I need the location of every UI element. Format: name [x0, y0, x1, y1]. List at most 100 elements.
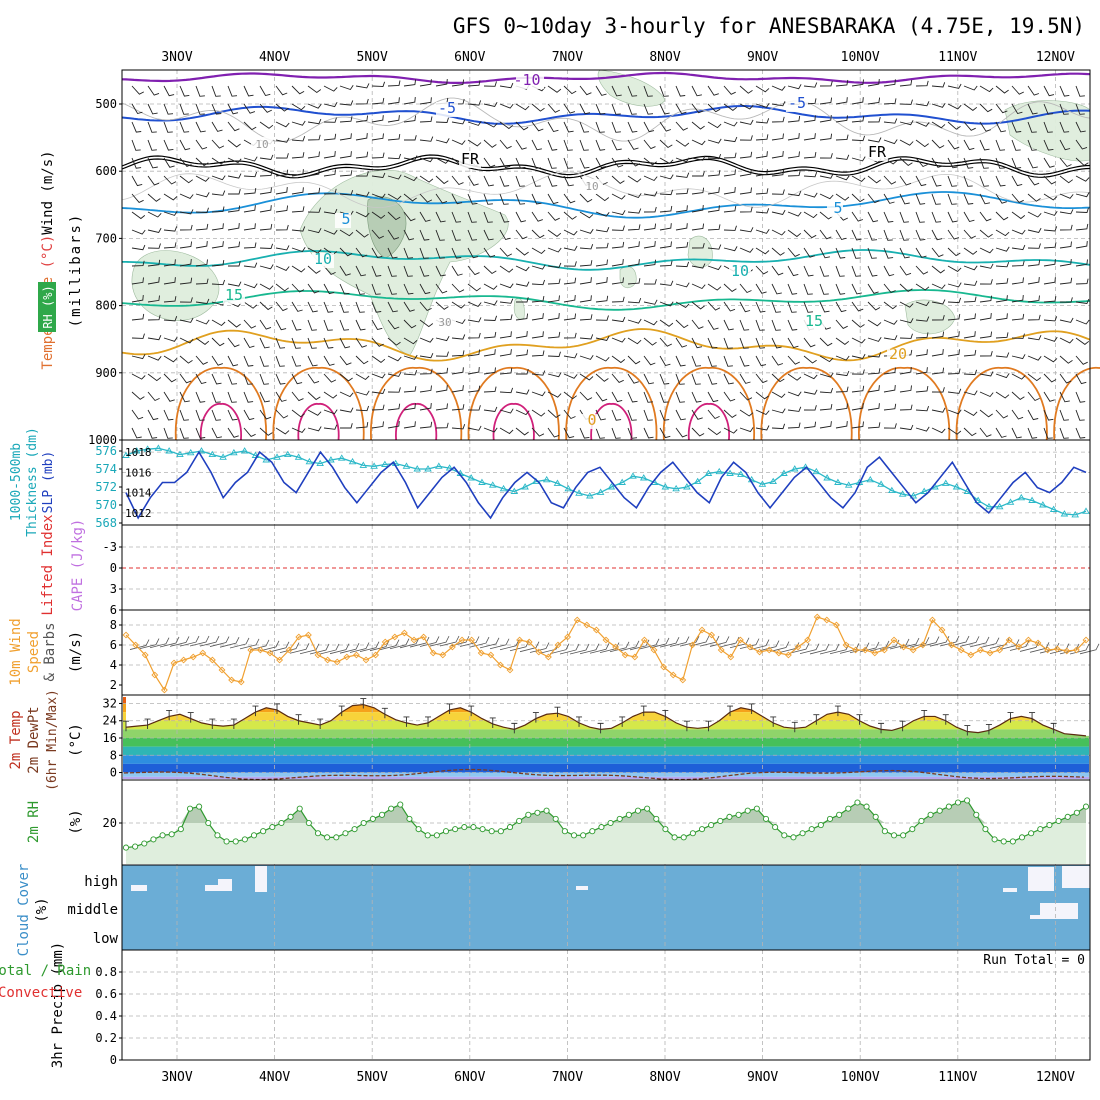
- wind-barb: [963, 280, 978, 286]
- wind-barb: [643, 241, 656, 249]
- wind-barb: [979, 193, 990, 205]
- wind-barb: [771, 373, 785, 383]
- wind-barb: [1059, 224, 1073, 231]
- wind-barb: [995, 85, 1009, 94]
- min-max-bar: [576, 716, 583, 727]
- wind-speed-marker: [477, 649, 485, 657]
- wind-barb: [883, 229, 893, 241]
- cloud-level-label: low: [93, 931, 119, 947]
- wind-barb: [851, 229, 862, 241]
- wind-barb: [803, 115, 816, 123]
- wind-barb: [931, 407, 946, 413]
- rh-marker: [671, 834, 678, 841]
- wind-barb: [547, 331, 561, 339]
- wind-barb: [979, 409, 993, 418]
- thickness-marker: [769, 477, 777, 485]
- wind-barb: [579, 391, 593, 401]
- wind-barb: [787, 337, 799, 349]
- wind-barb: [355, 319, 366, 331]
- wind-barb: [579, 277, 592, 285]
- wind-barb: [195, 157, 209, 167]
- wind-barb: [963, 85, 978, 91]
- wind-speed-marker: [765, 646, 773, 654]
- wind-barb: [163, 355, 178, 363]
- wind-barb: [739, 135, 753, 141]
- wind-barb: [787, 373, 802, 381]
- wind-barb: [371, 301, 382, 313]
- wind-barb: [1011, 244, 1026, 251]
- contour-label: 20: [889, 345, 907, 363]
- rh-marker: [177, 826, 184, 833]
- wind-barb: [467, 265, 480, 276]
- wind-barb: [147, 139, 157, 151]
- surface-wind-barb: [149, 637, 170, 649]
- wind-barb: [1059, 427, 1069, 439]
- wind-barb: [643, 206, 657, 213]
- wind-barb: [147, 373, 162, 382]
- wind-barb: [995, 229, 1010, 237]
- wind-barb: [947, 282, 962, 288]
- wind-barb: [147, 211, 162, 218]
- rh-marker: [196, 803, 203, 810]
- wind-barb: [563, 139, 573, 151]
- wind-barb: [707, 187, 720, 195]
- wind-barb: [707, 85, 719, 96]
- wind-barb: [275, 103, 289, 112]
- wind-barb: [643, 191, 658, 197]
- wind-speed-marker: [141, 651, 149, 659]
- wind-barb: [979, 103, 993, 113]
- wind-barb: [995, 391, 1010, 399]
- thickness-marker: [866, 475, 875, 483]
- min-max-bar: [446, 703, 453, 714]
- wind-barb: [867, 422, 881, 429]
- wind-barb: [179, 85, 190, 97]
- surface-wind-barb: [939, 635, 960, 647]
- wind-barb: [131, 391, 145, 400]
- wind-barb: [931, 314, 945, 321]
- wind-barb: [499, 157, 511, 169]
- wind-barb: [323, 283, 335, 295]
- wind-barb: [499, 331, 512, 339]
- wind-barb: [627, 241, 640, 249]
- surface-wind-barb: [369, 640, 390, 652]
- wind-speed-marker: [295, 633, 303, 641]
- wind-barb: [403, 211, 416, 222]
- rh-marker: [644, 805, 651, 812]
- wind-barb: [979, 139, 990, 151]
- axis-tick-label: 0.6: [95, 987, 117, 1001]
- wind-barb: [563, 332, 577, 339]
- cloud-gap: [1062, 866, 1090, 888]
- wind-barb: [179, 427, 189, 439]
- wind-barb: [131, 353, 146, 360]
- wind-barb: [643, 427, 654, 439]
- wind-barb: [1011, 333, 1025, 339]
- wind-barb: [947, 83, 962, 89]
- thickness-marker: [898, 490, 907, 497]
- wind-barb: [851, 79, 864, 87]
- wind-barb: [515, 247, 529, 256]
- contour-label: -10: [513, 71, 540, 89]
- wind-barb: [259, 355, 269, 367]
- wind-barb: [803, 405, 817, 411]
- thickness-marker: [521, 483, 529, 490]
- wind-barb: [483, 406, 498, 412]
- wind-barb: [291, 85, 305, 95]
- wind-speed-marker: [410, 636, 418, 644]
- wind-barb: [867, 193, 880, 204]
- wind-barb: [163, 175, 177, 185]
- precip-run-total: Run Total = 0: [983, 953, 1085, 968]
- top-day-label: 4NOV: [259, 50, 290, 65]
- bottom-day-label: 6NOV: [454, 1070, 485, 1085]
- wind-barb: [1043, 175, 1057, 185]
- wind-barb: [307, 301, 318, 313]
- wind-barb: [1027, 193, 1041, 202]
- wind-barb: [1043, 296, 1057, 303]
- temperature-contour: [121, 157, 1091, 179]
- wind-barb: [787, 406, 802, 412]
- wind-barb: [547, 211, 560, 221]
- wind-barb: [675, 409, 686, 421]
- cloud-gaps: [131, 866, 1090, 919]
- wind-speed-marker: [823, 616, 831, 624]
- axis-tick-label: -3: [103, 540, 117, 554]
- li-grid: [122, 525, 1090, 610]
